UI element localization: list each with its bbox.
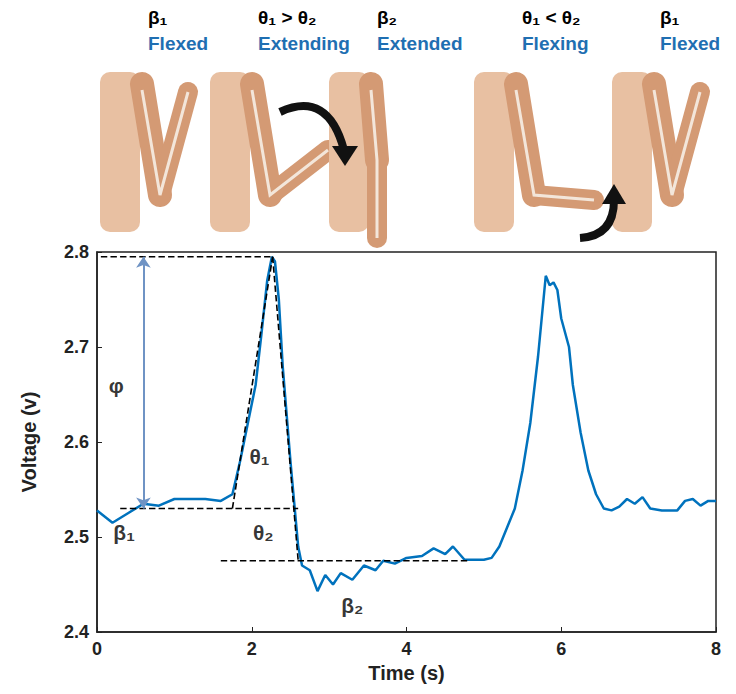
svg-text:2.6: 2.6 <box>64 432 89 452</box>
svg-text:2.7: 2.7 <box>64 337 89 357</box>
svg-text:θ₁ > θ₂: θ₁ > θ₂ <box>258 7 317 28</box>
svg-text:2.5: 2.5 <box>64 527 89 547</box>
svg-text:Extending: Extending <box>258 33 350 54</box>
svg-text:Flexing: Flexing <box>522 33 589 54</box>
svg-text:2.8: 2.8 <box>64 242 89 262</box>
svg-text:Voltage (v): Voltage (v) <box>18 392 40 493</box>
svg-text:φ: φ <box>109 374 124 397</box>
svg-text:4: 4 <box>401 639 411 659</box>
svg-text:Flexed: Flexed <box>660 33 720 54</box>
svg-text:Flexed: Flexed <box>148 33 208 54</box>
svg-text:β₁: β₁ <box>113 521 135 544</box>
svg-text:β₁: β₁ <box>148 7 168 28</box>
svg-text:β₂: β₂ <box>377 7 397 28</box>
svg-text:θ₁ < θ₂: θ₁ < θ₂ <box>522 7 581 28</box>
svg-text:6: 6 <box>556 639 566 659</box>
svg-text:8: 8 <box>711 639 721 659</box>
svg-text:2: 2 <box>247 639 257 659</box>
svg-text:Extended: Extended <box>377 33 463 54</box>
svg-text:β₁: β₁ <box>660 7 680 28</box>
svg-text:θ₂: θ₂ <box>253 521 274 544</box>
svg-text:2.4: 2.4 <box>64 622 89 642</box>
svg-text:θ₁: θ₁ <box>249 445 269 468</box>
svg-text:Time (s): Time (s) <box>368 662 444 684</box>
svg-text:0: 0 <box>92 639 102 659</box>
svg-text:β₂: β₂ <box>341 594 363 617</box>
